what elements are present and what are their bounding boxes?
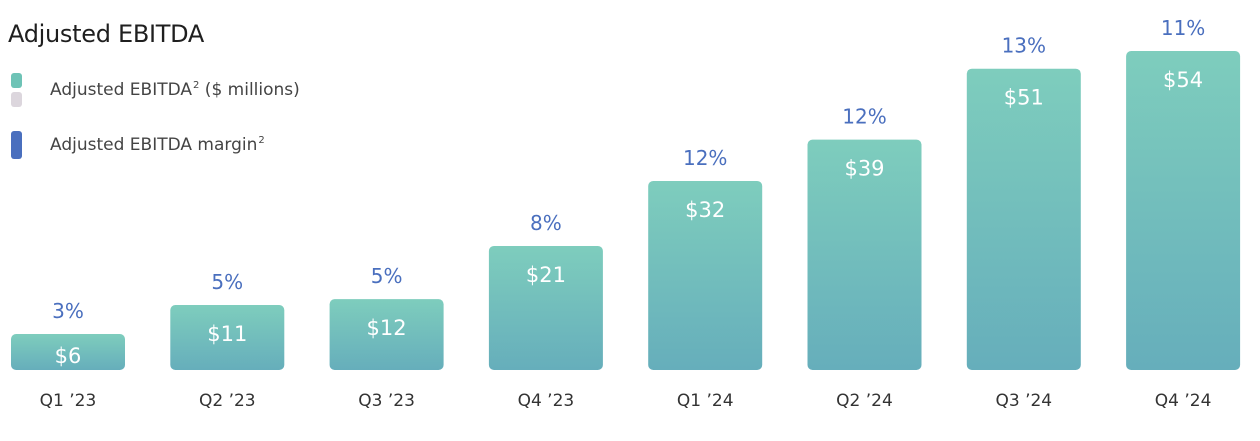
bar-2 (170, 305, 285, 370)
category-label: Q1 ’23 (40, 391, 97, 411)
margin-label: 5% (371, 264, 403, 288)
legend-swatch-margin (11, 131, 22, 159)
bar-6 (807, 139, 922, 370)
category-label: Q1 ’24 (677, 391, 734, 411)
margin-label: 11% (1161, 16, 1205, 40)
legend-label-ebitda: Adjusted EBITDA2 ($ millions) (50, 80, 300, 100)
bar-value-label: $21 (526, 263, 566, 287)
legend-swatch-ebitda (11, 73, 22, 107)
margin-label: 3% (52, 299, 84, 323)
bar-value-label: $54 (1163, 68, 1203, 92)
category-label: Q4 ’24 (1155, 391, 1212, 411)
category-label: Q2 ’23 (199, 391, 256, 411)
bar-3 (329, 299, 444, 370)
category-label: Q4 ’23 (518, 391, 575, 411)
bar-value-label: $51 (1004, 86, 1044, 110)
margin-label: 8% (530, 211, 562, 235)
bar-4 (488, 245, 603, 370)
margin-label: 13% (1002, 34, 1046, 58)
category-label: Q3 ’23 (358, 391, 415, 411)
legend-swatch-blue (11, 131, 22, 159)
bar-value-label: $12 (367, 316, 407, 340)
bar-7 (966, 68, 1081, 370)
margin-label: 5% (211, 270, 243, 294)
bar-value-label: $11 (207, 322, 247, 346)
legend-label-margin: Adjusted EBITDA margin2 (50, 135, 265, 155)
legend-swatch-grey (11, 92, 22, 107)
bar-value-label: $39 (844, 157, 884, 181)
chart-title: Adjusted EBITDA (8, 20, 204, 48)
legend-item-margin: Adjusted EBITDA margin2 (11, 131, 265, 159)
bar-value-label: $32 (685, 198, 725, 222)
bars-layer: $6 3% Q1 ’23 $11 5% Q2 ’23 $12 5% Q3 ’23 $21 8% Q4 … (11, 16, 1241, 411)
bar-8 (1126, 51, 1241, 370)
category-label: Q2 ’24 (836, 391, 893, 411)
bar-5 (648, 180, 763, 370)
margin-label: 12% (842, 105, 886, 129)
footnote-marker: 2 (258, 135, 265, 147)
legend-swatch-teal (11, 73, 22, 88)
bar-1 (11, 334, 125, 370)
category-label: Q3 ’24 (995, 391, 1052, 411)
footnote-marker: 2 (193, 80, 200, 92)
margin-label: 12% (683, 146, 727, 170)
legend-item-ebitda: Adjusted EBITDA2 ($ millions) (11, 73, 300, 107)
bar-value-label: $6 (55, 344, 82, 368)
